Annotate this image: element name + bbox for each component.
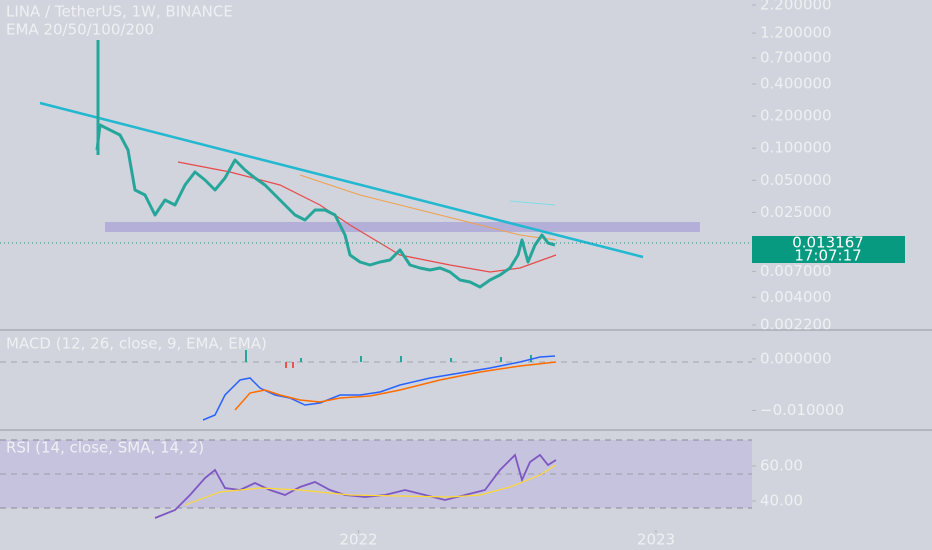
y-tick-label: 0.004000: [760, 288, 832, 306]
y-tick-label: 1.200000: [760, 24, 832, 42]
last-price: 0.013167: [792, 234, 864, 252]
support-zone: [105, 222, 700, 232]
signal-line: [234, 361, 557, 411]
x-tick-label: 2022: [339, 531, 377, 549]
indicator-label: EMA 20/50/100/200: [6, 21, 154, 39]
rsi-title: RSI (14, close, SMA, 14, 2): [6, 439, 204, 457]
x-tick-label: 2023: [637, 531, 675, 549]
y-tick-label: 0.050000: [760, 171, 832, 189]
rsi-line: [154, 453, 557, 519]
bar-countdown: 17:07:17: [794, 247, 861, 265]
y-tick-label: 0.400000: [760, 74, 832, 92]
y-tick-label: 0.100000: [760, 139, 832, 157]
y-tick-label: 0.700000: [760, 49, 832, 67]
y-tick-label: 0.000000: [760, 349, 832, 367]
y-tick-label: 0.002200: [760, 316, 832, 334]
trend-line: [39, 101, 644, 259]
ema-100: [299, 174, 557, 241]
y-tick-label: 0.025000: [760, 203, 832, 221]
macd-line: [202, 355, 556, 421]
y-tick-label: 60.00: [760, 457, 803, 475]
macd-title: MACD (12, 26, close, 9, EMA, EMA): [6, 335, 267, 353]
last-price-box: [752, 236, 905, 263]
y-tick-label: 40.00: [760, 492, 803, 510]
y-tick-label: 0.200000: [760, 107, 832, 125]
y-tick-label: 0.007000: [760, 262, 832, 280]
ema-200: [509, 200, 556, 206]
macd-histogram-neg: [285, 362, 294, 368]
symbol-title: LINA / TetherUS, 1W, BINANCE: [6, 3, 233, 21]
price-candles: [95, 123, 556, 289]
rsi-sma: [184, 464, 557, 506]
y-tick-label: −0.010000: [760, 401, 844, 419]
y-tick-label: 2.200000: [760, 0, 832, 14]
